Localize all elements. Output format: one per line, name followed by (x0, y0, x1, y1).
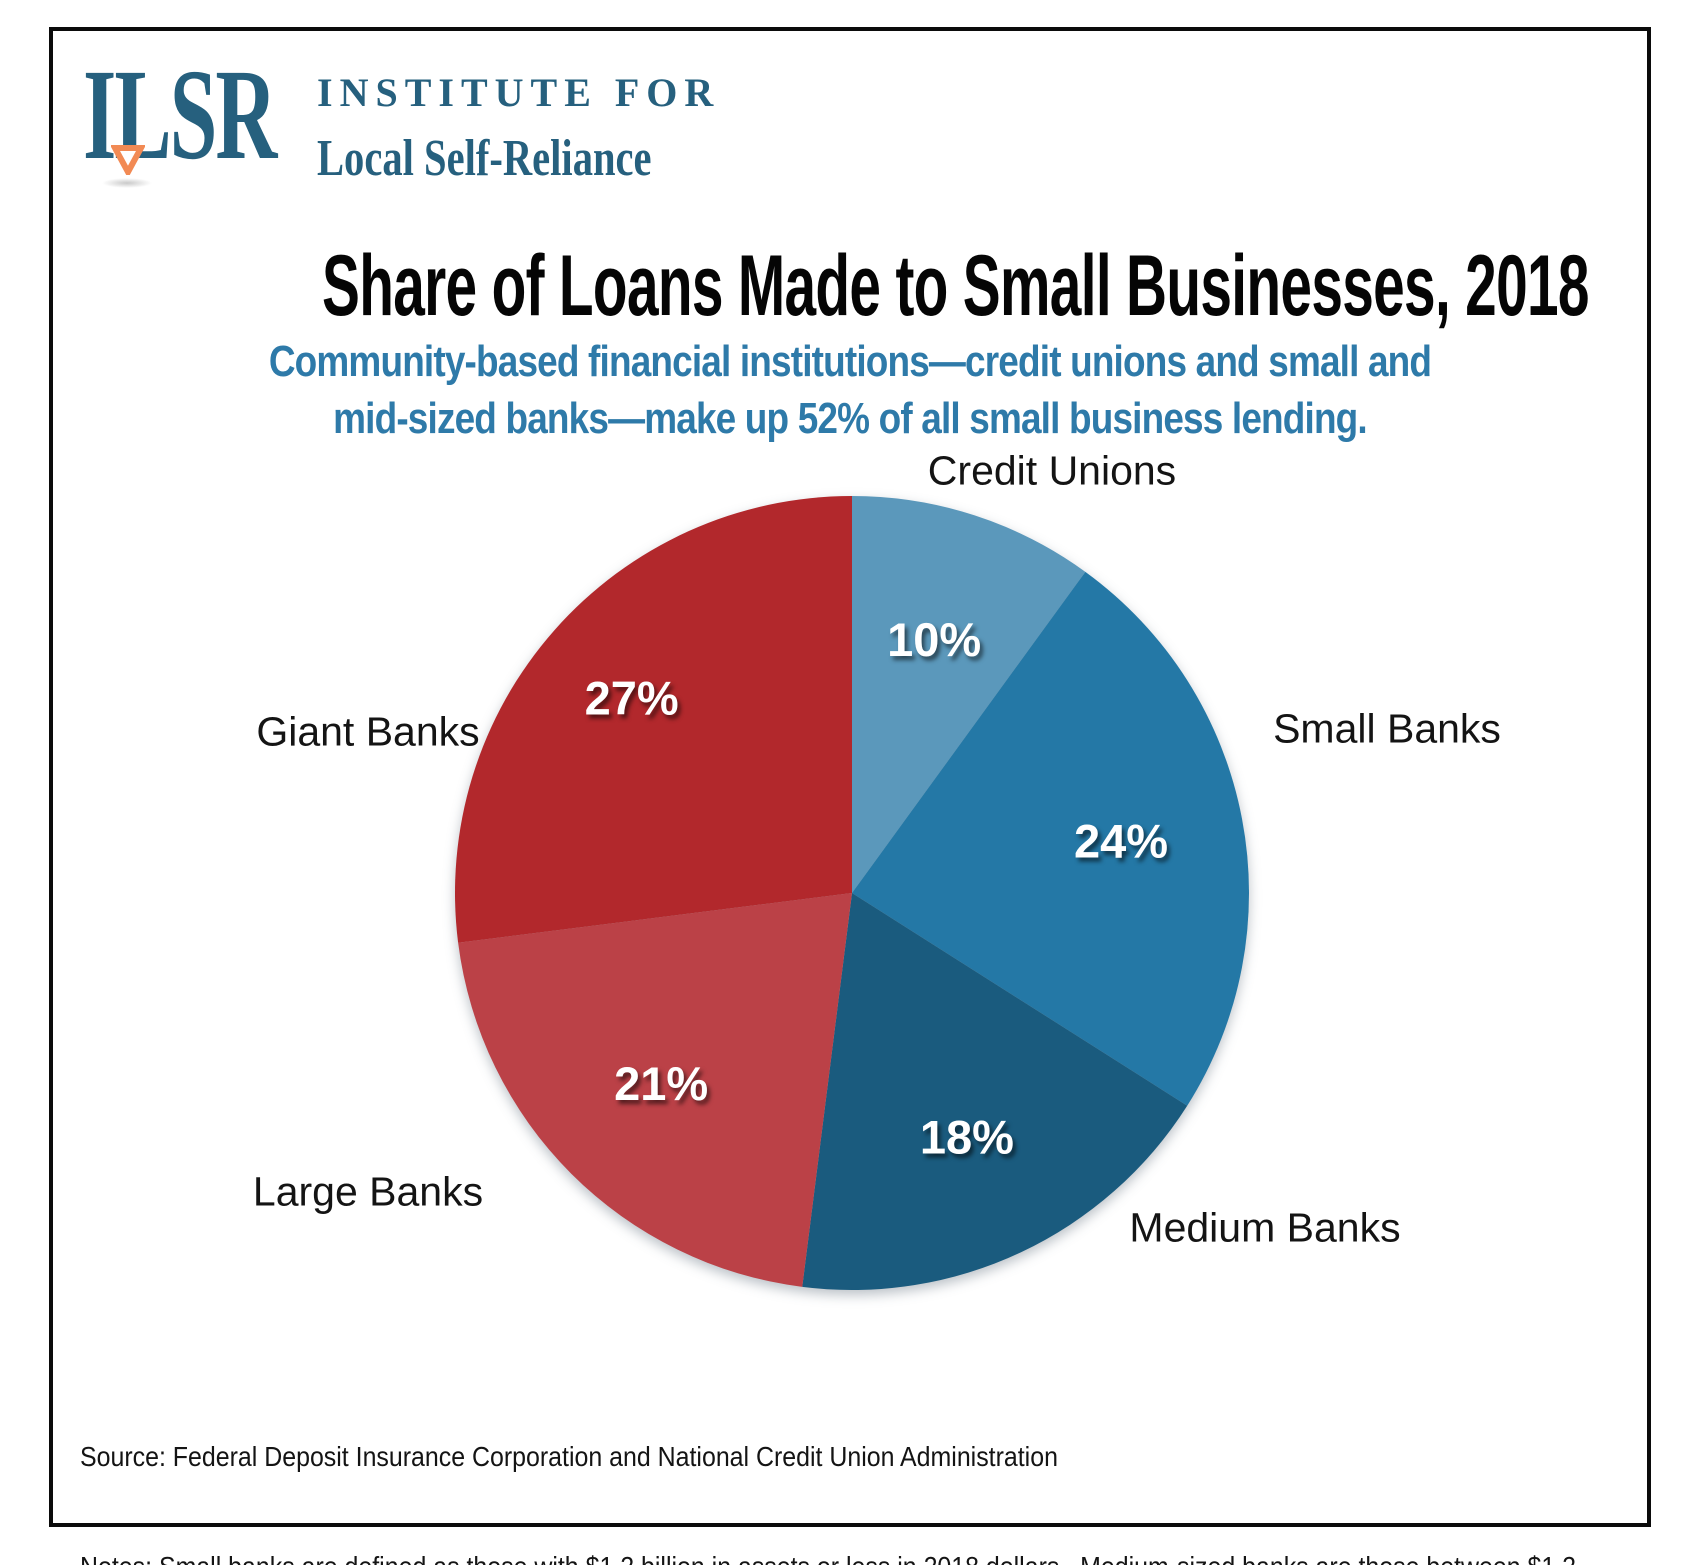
logo-acronym: ILSR (83, 43, 277, 187)
footer-notes: Source: Federal Deposit Insurance Corpor… (80, 1366, 1629, 1565)
slice-value-label-credit-unions: 10% (887, 613, 981, 666)
pie-slice-giant-banks (455, 496, 852, 943)
slice-value-label-giant-banks: 27% (585, 672, 679, 725)
page-subtitle-line2: mid-sized banks—make up 52% of all small… (333, 394, 1368, 443)
pie-slice-small-banks (852, 571, 1249, 1106)
slice-value-label-small-banks: 24% (1074, 815, 1168, 868)
source-line: Source: Federal Deposit Insurance Corpor… (80, 1441, 1058, 1472)
logo-local-self-reliance: Local Self-Reliance (317, 130, 652, 187)
pie-category-label-giant-banks: Giant Banks (256, 708, 480, 755)
logo-triangle-icon (111, 145, 145, 175)
pie-category-label-large-banks: Large Banks (252, 1168, 484, 1215)
pie-category-label-small-banks: Small Banks (1273, 705, 1501, 752)
pie-slice-medium-banks (802, 893, 1188, 1290)
pie-category-label-medium-banks: Medium Banks (1129, 1204, 1401, 1251)
pie-slice-large-banks (458, 893, 852, 1287)
page-subtitle: Community-based financial institutions—c… (178, 333, 1522, 447)
slice-value-label-medium-banks: 18% (920, 1110, 1014, 1163)
slice-value-label-large-banks: 21% (614, 1057, 708, 1110)
pie-slice-credit-unions (852, 496, 1086, 893)
page-subtitle-line1: Community-based financial institutions—c… (268, 337, 1432, 386)
logo-institute-for: INSTITUTE FOR (317, 70, 721, 115)
pie-chart: 10% 24% 18% 21% 27% (455, 496, 1249, 1290)
notes-paragraph: Notes: Small banks are defined as those … (80, 1549, 1629, 1565)
logo-triangle-shadow (102, 178, 152, 188)
pie-category-label-credit-unions: Credit Unions (927, 447, 1177, 494)
page-title: Share of Loans Made to Small Businesses,… (322, 238, 1589, 334)
